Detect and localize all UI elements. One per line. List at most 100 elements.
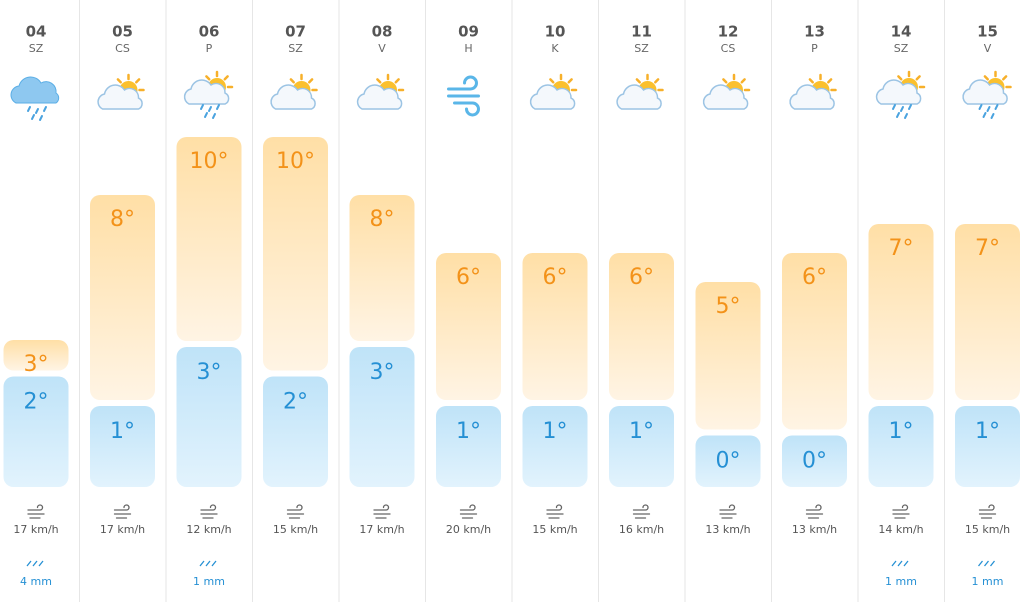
weather-icon [529, 73, 578, 110]
wind-symbol [113, 504, 132, 519]
cloud [702, 84, 749, 110]
cloud [789, 84, 835, 110]
sun-ray [394, 78, 400, 84]
rain-drop [896, 112, 900, 118]
max-temp: 6° [456, 265, 481, 290]
min-temp: 1° [543, 419, 568, 444]
rain-drop [990, 113, 995, 119]
wind-symbol [200, 504, 218, 519]
weekday: K [551, 42, 559, 55]
day-number: 13 [804, 23, 825, 41]
sun-ray [567, 78, 573, 84]
day-number: 10 [545, 23, 566, 41]
day-column: 08V 8° 3° 17 km/h [349, 0, 426, 602]
rain-drop [204, 112, 208, 118]
sun-ray [827, 78, 833, 84]
wind-symbol [892, 504, 910, 519]
max-temp: 6° [543, 265, 568, 290]
sun-ray [116, 78, 122, 84]
sun-ray [223, 75, 229, 81]
weather-icon [962, 70, 1012, 119]
weather-icon [356, 73, 405, 110]
rain-symbol [199, 560, 205, 567]
wind-speed: 15 km/h [532, 523, 577, 536]
weather-icon [183, 70, 234, 119]
wind-speed: 17 km/h [359, 523, 404, 536]
weekday: SZ [894, 42, 909, 55]
max-temp-bar [868, 224, 934, 400]
wind-symbol [632, 504, 651, 519]
rain-drop [35, 108, 39, 114]
rain-symbol [983, 560, 990, 567]
max-temp: 10° [190, 149, 229, 174]
weekday: V [984, 42, 992, 55]
rain-drop [986, 106, 991, 112]
cloud [356, 84, 403, 110]
day-number: 15 [977, 23, 998, 41]
day-number: 07 [285, 23, 306, 41]
cloud [529, 84, 576, 110]
max-temp-bar [3, 340, 69, 371]
day-column: 10K 6° 1° 15 km/h [522, 0, 599, 602]
min-temp: 0° [716, 449, 741, 474]
cloud [875, 79, 922, 105]
rain-symbol [38, 560, 44, 567]
weather-icon [10, 76, 60, 121]
wind-symbol [459, 504, 478, 519]
wind-symbol [805, 504, 824, 519]
rain-symbol [989, 560, 996, 567]
min-temp: 1° [889, 419, 914, 444]
rain-drop [39, 115, 43, 121]
max-temp: 6° [802, 265, 827, 290]
rain-symbol [903, 560, 909, 567]
max-temp: 7° [975, 236, 1000, 261]
day-number: 14 [891, 23, 912, 41]
weather-icon [789, 73, 837, 110]
wind-speed: 16 km/h [619, 523, 664, 536]
day-number: 09 [458, 23, 479, 41]
wind-symbol [27, 504, 45, 519]
min-temp-bar [436, 406, 501, 487]
day-column: 15V 7° 1° 15 km/h 1 mm [955, 23, 1020, 588]
weekday: SZ [634, 42, 649, 55]
sun-ray [135, 78, 141, 84]
day-column: 09H 6° 1° 20 km/h [436, 0, 513, 602]
min-temp-bar [263, 376, 328, 487]
rain-drop [994, 104, 999, 110]
min-temp-bar [782, 435, 847, 487]
max-temp-bar [90, 195, 155, 400]
wind-speed: 12 km/h [186, 523, 231, 536]
wind-speed: 13 km/h [792, 523, 837, 536]
weekday: SZ [29, 42, 44, 55]
precipitation: 4 mm [20, 575, 52, 588]
weekday: V [378, 42, 386, 55]
sun-ray [983, 75, 989, 81]
weekday: CS [115, 42, 130, 55]
min-temp-bar [176, 347, 242, 487]
min-temp: 1° [110, 419, 135, 444]
cloud [270, 84, 316, 110]
max-temp-bar [522, 253, 588, 400]
max-temp-bar [349, 195, 415, 341]
weather-icon [97, 73, 145, 110]
min-temp: 1° [456, 419, 481, 444]
min-temp-bar [695, 435, 761, 487]
wind-symbol [546, 504, 564, 519]
rain-symbol [891, 560, 897, 567]
weather-icon [616, 73, 664, 110]
min-temp-bar [522, 406, 588, 487]
weekday: P [206, 42, 213, 55]
rain-drop [212, 113, 216, 119]
weather-icon [447, 75, 480, 117]
precipitation: 1 mm [972, 575, 1004, 588]
cloud [183, 79, 230, 105]
sun-ray [654, 78, 660, 84]
min-temp: 2° [283, 390, 308, 415]
weather-icon [270, 73, 318, 110]
rain-drop [908, 104, 912, 110]
rain-drop [200, 104, 204, 110]
